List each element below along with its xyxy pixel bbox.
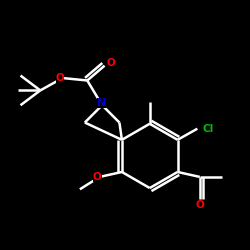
Text: O: O — [106, 58, 115, 68]
Text: O: O — [56, 73, 64, 83]
Text: Cl: Cl — [203, 124, 214, 134]
Text: O: O — [196, 200, 204, 210]
Text: N: N — [98, 98, 107, 108]
Text: O: O — [93, 172, 102, 182]
